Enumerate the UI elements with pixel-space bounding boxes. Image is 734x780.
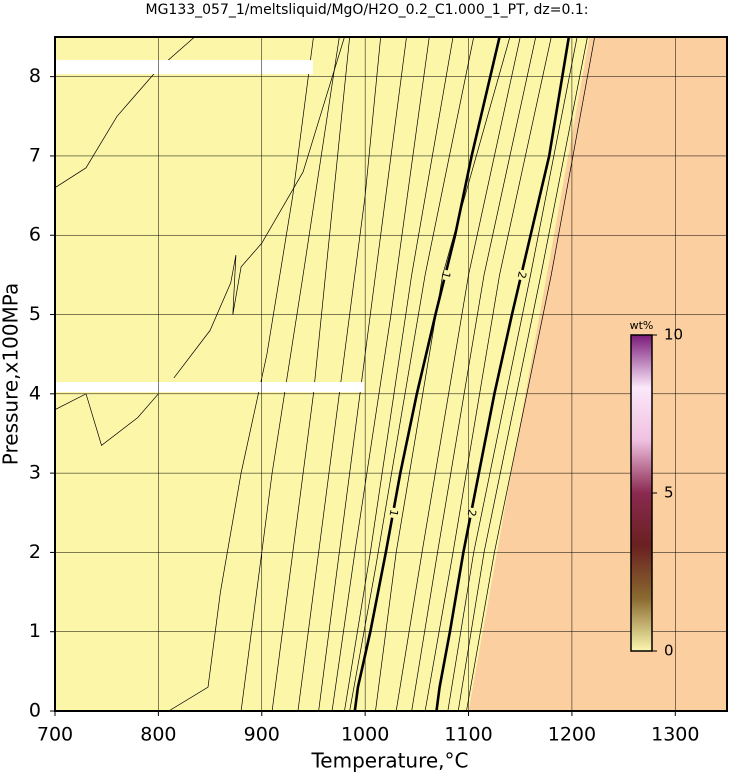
y-tick-label: 0 [29, 700, 41, 722]
y-tick-label: 4 [29, 382, 41, 404]
contour-label: 2 [515, 270, 529, 280]
x-tick-label: 700 [37, 724, 73, 746]
contour-line-major [435, 37, 571, 711]
chart-title: MG133_057_1/meltsliquid/MgO/H2O_0.2_C1.0… [146, 2, 589, 18]
y-tick-label: 7 [29, 144, 41, 166]
contour-label-bg [437, 268, 454, 282]
y-axis-label: Pressure,x100MPa [0, 283, 23, 465]
x-tick-label: 900 [244, 724, 280, 746]
colorbar-tick-label: 0 [664, 642, 674, 660]
contour-line [271, 37, 350, 711]
y-tick-label: 3 [29, 462, 41, 484]
contour-label-bg [513, 268, 530, 282]
x-tick-label: 1100 [444, 724, 492, 746]
contour-line [55, 393, 159, 446]
contour-line [55, 37, 195, 188]
field-region [468, 37, 727, 711]
contour-label-bg [463, 506, 479, 520]
contour-line [297, 37, 382, 711]
contour-label: 1 [387, 508, 401, 517]
colorbar-label: wt% [630, 319, 654, 332]
data-gap [55, 60, 313, 74]
x-axis-label: Temperature,°C [310, 749, 468, 773]
contour-label: 2 [465, 508, 479, 517]
colorbar [630, 334, 653, 652]
y-tick-label: 5 [29, 303, 41, 325]
x-tick-label: 800 [140, 724, 176, 746]
axes: 700 800 900 1000 1100 1200 1300012345678wt%051… [29, 36, 728, 746]
colorbar-tick-label: 5 [664, 484, 674, 502]
y-tick-label: 8 [29, 65, 41, 87]
contour-label: 1 [439, 270, 453, 280]
x-tick-label: 1200 [548, 724, 596, 746]
x-tick-label: 1300 [651, 724, 699, 746]
y-tick-label: 1 [29, 620, 41, 642]
y-tick-label: 6 [29, 224, 41, 246]
contour-line-major [353, 37, 501, 711]
y-tick-label: 2 [29, 541, 41, 563]
x-tick-label: 1000 [341, 724, 389, 746]
plot-area: 1 1 2 2 [55, 37, 727, 711]
colorbar-tick-label: 10 [664, 326, 683, 344]
plot-frame [54, 36, 728, 712]
contour-label-bg [385, 506, 401, 519]
data-gap [55, 382, 364, 392]
